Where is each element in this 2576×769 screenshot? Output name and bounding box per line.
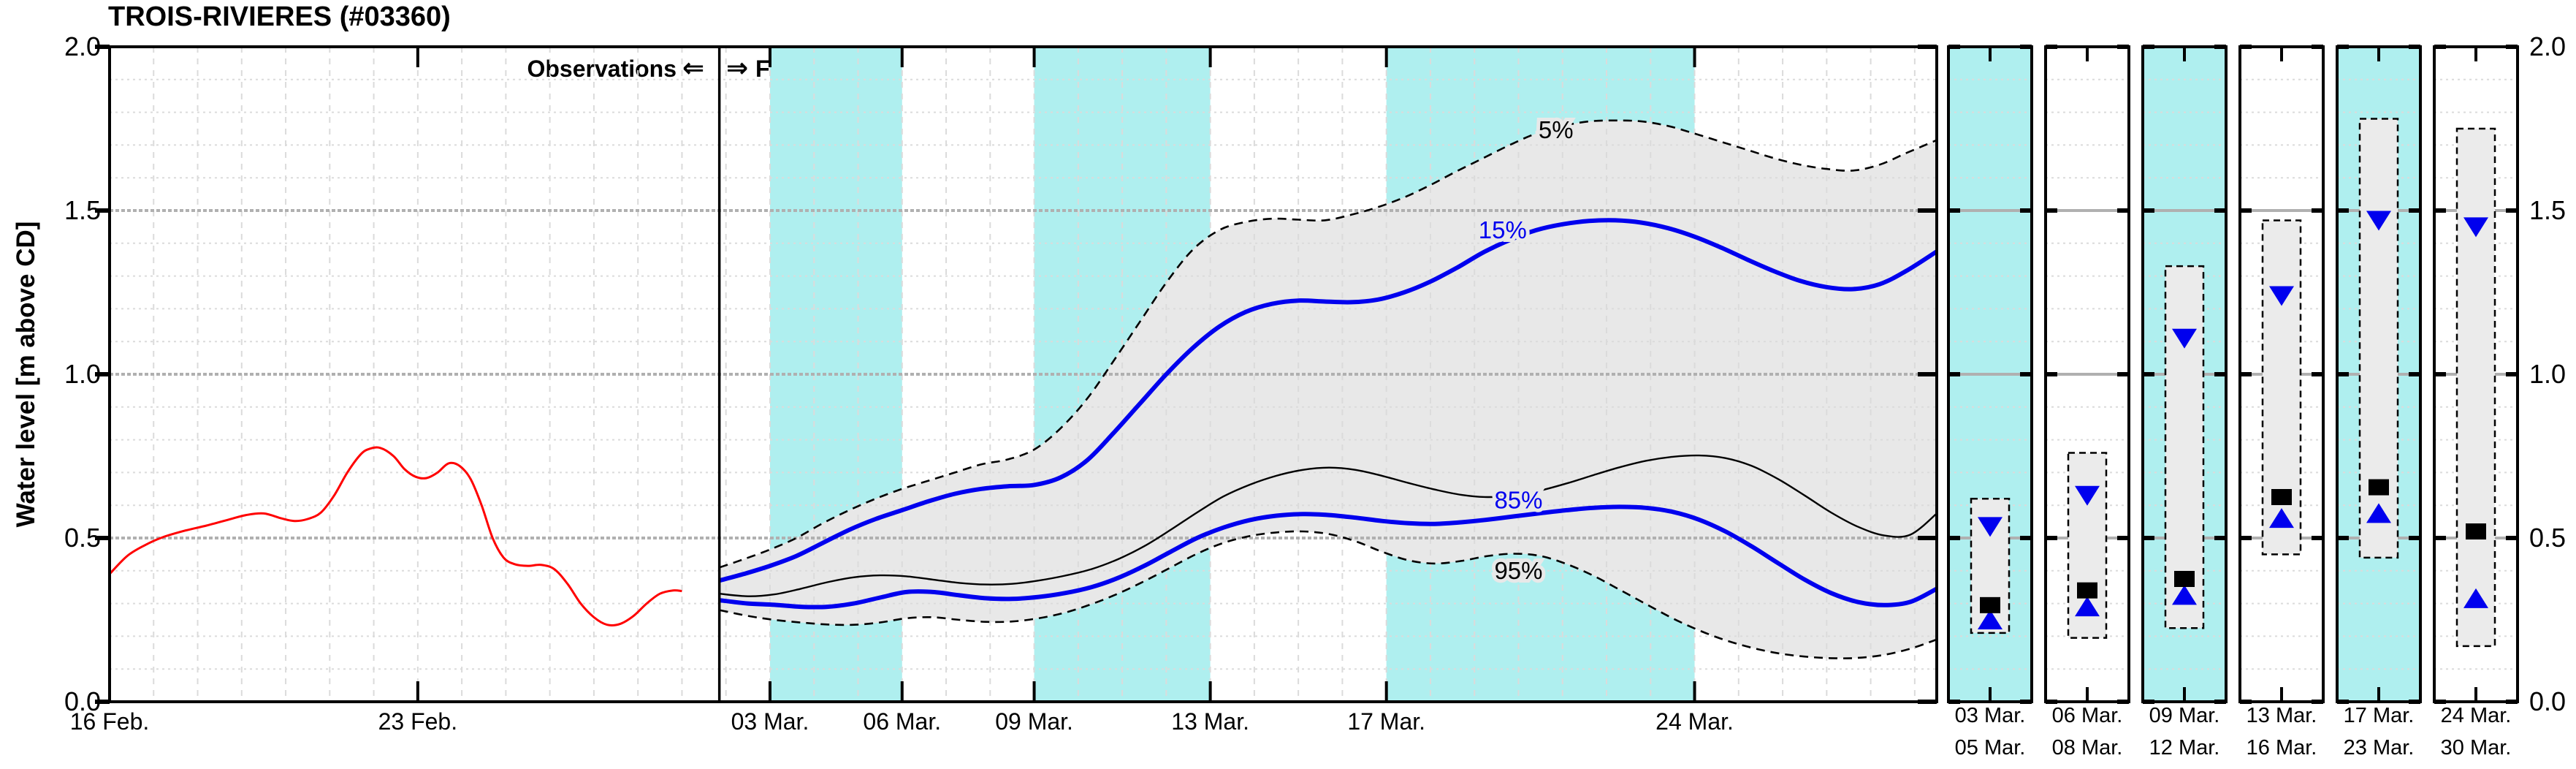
panel-date-start: 13 Mar. [2247, 704, 2317, 727]
double-arrow-left-icon: ⇐ [682, 53, 705, 83]
gridlines [110, 47, 1937, 702]
percentile-5-line [719, 119, 1937, 569]
panel-date-end: 12 Mar. [2149, 736, 2220, 759]
x-tick-label: 17 Mar. [1347, 708, 1425, 735]
summary-panel: 13 Mar. 16 Mar. [2238, 45, 2325, 759]
summary-panel: 17 Mar. 23 Mar. [2336, 45, 2422, 759]
x-tick-label: 03 Mar. [731, 708, 809, 735]
summary-panel: 09 Mar. 12 Mar. [2141, 45, 2228, 759]
percentile-label: 85% [1494, 486, 1542, 513]
observations-label: Observations [527, 56, 677, 82]
panel-median-marker [2271, 489, 2292, 505]
panel-date-end: 05 Mar. [1955, 736, 2026, 759]
panel-85pct-marker [2075, 596, 2100, 617]
y-tick-label-left: 1.5 [64, 195, 101, 225]
x-tick-label: 23 Feb. [378, 708, 458, 735]
uncertainty-band-5-95 [719, 120, 1937, 659]
summary-panel: 03 Mar. 05 Mar. [1947, 45, 2033, 759]
panel-date-start: 06 Mar. [2052, 704, 2123, 727]
percentile-85-line [719, 504, 1938, 610]
x-tick-label: 24 Mar. [1655, 708, 1734, 735]
axis-ticks [95, 45, 1937, 704]
panel-date-start: 09 Mar. [2149, 704, 2220, 727]
percentile-95-line [719, 530, 1937, 659]
x-tick-label: 13 Mar. [1171, 708, 1249, 735]
double-arrow-right-icon: ⇒ [726, 53, 749, 83]
panel-85pct-marker [2269, 508, 2294, 529]
percentile-label: 5% [1539, 116, 1574, 143]
panel-15pct-marker [2463, 217, 2488, 238]
panel-date-end: 23 Mar. [2344, 736, 2415, 759]
observed-line [108, 446, 682, 626]
panel-15pct-marker [2075, 485, 2100, 506]
y-tick-label-right: 0.0 [2529, 686, 2566, 716]
panel-85pct-marker [1978, 610, 2003, 629]
x-tick-label: 09 Mar. [995, 708, 1073, 735]
y-tick-label-right: 2.0 [2529, 31, 2566, 61]
y-tick-label-right: 1.0 [2529, 359, 2566, 389]
panel-median-marker [2174, 571, 2195, 587]
panel-date-start: 24 Mar. [2441, 704, 2512, 727]
panel-date-end: 16 Mar. [2247, 736, 2317, 759]
panel-date-end: 08 Mar. [2052, 736, 2123, 759]
panel-85pct-marker [2463, 588, 2488, 608]
y-tick-label-left: 0.5 [64, 523, 101, 553]
panel-median-marker [1980, 596, 2000, 613]
y-tick-label-right: 0.5 [2529, 523, 2566, 553]
panel-median-marker [2466, 523, 2486, 540]
panel-15pct-marker [2269, 286, 2294, 306]
panel-date-start: 17 Mar. [2344, 704, 2415, 727]
panel-85pct-marker [2366, 503, 2391, 523]
panel-range-box [2455, 127, 2496, 648]
percentile-50-line [719, 454, 1937, 597]
percentile-15-line [718, 218, 1938, 583]
panel-range-box [2164, 265, 2205, 629]
percentile-label: 15% [1479, 216, 1527, 243]
page-title: TROIS-RIVIERES (#03360) [108, 1, 451, 32]
x-tick-label: 16 Feb. [70, 708, 150, 735]
panel-85pct-marker [2172, 585, 2197, 605]
y-tick-label-right: 1.5 [2529, 195, 2566, 225]
y-tick-label-left: 0.0 [64, 686, 101, 716]
panel-date-end: 30 Mar. [2441, 736, 2512, 759]
panel-15pct-marker [2172, 328, 2197, 349]
x-tick-label: 06 Mar. [863, 708, 941, 735]
y-tick-label-left: 1.0 [64, 359, 101, 389]
panel-15pct-marker [2366, 211, 2391, 231]
panel-median-marker [2077, 582, 2097, 599]
panel-15pct-marker [1978, 517, 2003, 537]
summary-panel: 24 Mar. 30 Mar. [2433, 45, 2519, 759]
summary-panel: 06 Mar. 08 Mar. [2044, 45, 2130, 759]
panel-median-marker [2369, 479, 2389, 496]
percentile-label: 95% [1494, 557, 1542, 584]
panel-date-start: 03 Mar. [1955, 704, 2026, 727]
y-tick-label-left: 2.0 [64, 31, 101, 61]
